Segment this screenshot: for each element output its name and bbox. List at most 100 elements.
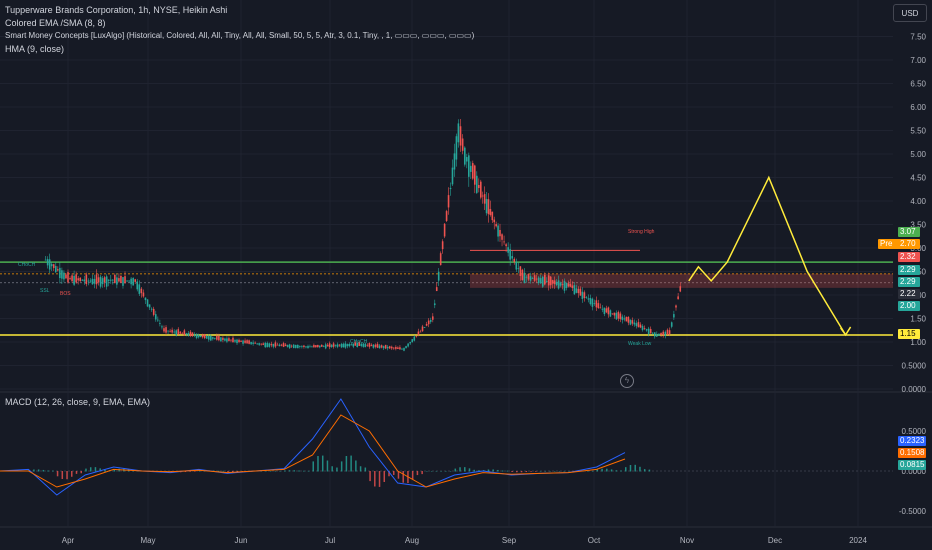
macd-histogram-bar [553, 471, 556, 472]
candle-body [649, 328, 652, 334]
candle-body [390, 346, 393, 349]
candle-body [71, 275, 73, 282]
candle-body [274, 342, 277, 347]
projection-path [688, 175, 847, 336]
candle-body [386, 346, 389, 349]
candle-body [673, 314, 675, 318]
candle-body [623, 318, 626, 320]
candle-body [551, 280, 554, 284]
macd-histogram-bar [392, 471, 395, 475]
chart-annotation: CHoCH [18, 262, 36, 268]
macd-histogram-bar [198, 470, 201, 472]
candle-body [264, 342, 267, 348]
macd-histogram-bar [269, 471, 272, 472]
candle-body [380, 345, 383, 348]
macd-histogram-bar [364, 467, 367, 472]
candle-body [595, 300, 598, 308]
candle-body [421, 326, 424, 332]
candle-body [144, 297, 147, 301]
macd-histogram-bar [563, 471, 565, 472]
candle-body [519, 266, 522, 276]
candle-body [378, 345, 381, 349]
hma-indicator-label[interactable]: HMA (9, close) [5, 44, 65, 54]
candle-body [455, 136, 458, 160]
currency-button[interactable]: USD [893, 4, 927, 22]
candle-body [629, 319, 632, 325]
candle-body [77, 278, 79, 281]
candle-body [57, 269, 59, 271]
macd-value-tag: 0.2323 [898, 436, 927, 446]
candle-body [666, 329, 669, 335]
candle-body [658, 333, 660, 336]
x-tick-label: Nov [680, 536, 694, 545]
macd-histogram-bar [388, 471, 390, 477]
macd-histogram-bar [445, 471, 447, 472]
candle-body [299, 346, 301, 347]
x-tick-label: May [140, 536, 155, 545]
candle-body [537, 277, 540, 284]
macd-histogram-bar [459, 467, 461, 472]
candle-body [224, 338, 226, 341]
macd-histogram-bar [516, 471, 518, 473]
candle-body [607, 307, 610, 315]
price-tag: Pre [878, 239, 900, 249]
chart-annotation: Strong High [628, 229, 655, 235]
candle-body [563, 280, 566, 291]
candle-body [557, 280, 560, 289]
candle-body [344, 343, 347, 348]
candle-body [497, 225, 499, 237]
candle-body [637, 322, 640, 328]
candle-body [405, 346, 407, 349]
lightning-icon[interactable]: ϟ [620, 374, 634, 388]
macd-histogram-bar [47, 470, 49, 472]
candle-body [230, 339, 232, 341]
candle-body [529, 276, 532, 281]
candle-body [487, 199, 490, 215]
candle-body [480, 181, 482, 198]
candle-body [370, 344, 373, 347]
ema-indicator-label[interactable]: Colored EMA /SMA (8, 8) [5, 18, 106, 28]
macd-value-tag: 0.0815 [898, 460, 927, 470]
smc-indicator-label[interactable]: Smart Money Concepts [LuxAlgo] (Historic… [5, 31, 475, 40]
candle-body [103, 277, 106, 283]
candle-body [118, 278, 120, 282]
candle-body [126, 280, 128, 282]
macd-histogram-bar [411, 471, 414, 480]
candle-body [183, 330, 186, 336]
candle-body [593, 303, 596, 304]
price-tag: 1.15 [898, 329, 920, 339]
candle-body [489, 209, 492, 215]
candle-body [511, 256, 514, 259]
candle-body [651, 332, 654, 334]
candle-body [555, 281, 558, 285]
candle-body [272, 343, 275, 347]
candle-body [664, 331, 667, 337]
macd-histogram-bar [634, 464, 636, 472]
candle-body [587, 298, 590, 300]
price-tag: 2.29 [898, 265, 920, 275]
candle-body [124, 276, 126, 284]
candle-body [248, 340, 250, 344]
price-tag: 2.70 [898, 239, 920, 249]
candle-body [583, 292, 586, 299]
x-tick-label: Sep [502, 536, 517, 545]
candle-body [338, 344, 341, 346]
candle-body [348, 343, 351, 347]
candle-body [67, 272, 69, 283]
candle-body [136, 281, 139, 290]
candle-body [234, 340, 236, 342]
macd-histogram-bar [94, 467, 97, 472]
candle-body [517, 268, 520, 270]
macd-indicator-label[interactable]: MACD (12, 26, close, 9, EMA, EMA) [5, 397, 151, 407]
candle-body [401, 348, 403, 350]
macd-histogram-bar [284, 470, 286, 472]
candle-body [577, 288, 580, 294]
macd-histogram-bar [525, 471, 528, 473]
candle-body [114, 274, 116, 284]
candle-body [571, 285, 574, 289]
candle-body [358, 341, 360, 346]
candle-body [79, 277, 82, 282]
macd-histogram-bar [312, 461, 314, 472]
candle-body [523, 272, 526, 284]
